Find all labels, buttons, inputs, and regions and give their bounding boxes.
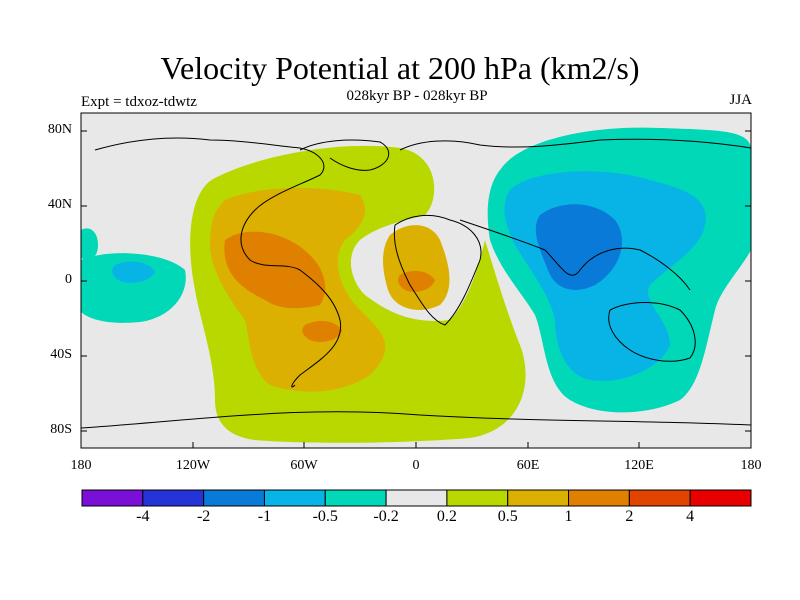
colorbar-swatch	[324, 489, 387, 507]
lon-tick-label: 180	[70, 458, 92, 473]
positive-contour-3c	[397, 270, 435, 292]
negative-contour-1c	[81, 253, 186, 323]
colorbar-swatch	[142, 489, 205, 507]
colorbar-label: -1	[257, 508, 272, 525]
negative-contour-2b	[112, 261, 155, 283]
colorbar-label: -4	[136, 508, 150, 525]
lat-tick-label: 40N	[47, 197, 72, 212]
colorbar-label: 4	[686, 508, 695, 525]
lon-tick-label: 120W	[175, 458, 211, 473]
colorbar-label: -0.2	[373, 508, 399, 525]
lat-tick-label: 40S	[50, 347, 72, 362]
colorbar-label: 0.2	[436, 508, 457, 525]
colorbar-swatch	[628, 489, 691, 507]
colorbar-label: 0.5	[497, 508, 518, 525]
experiment-label: Expt = tdxoz-tdwtz	[81, 94, 197, 110]
colorbar-label: -0.5	[312, 508, 338, 525]
positive-contour-3	[224, 231, 326, 309]
colorbar-swatch	[507, 489, 570, 507]
chart-title: Velocity Potential at 200 hPa (km2/s)	[160, 50, 640, 86]
negative-contour-1b	[81, 228, 98, 260]
colorbar-swatch	[689, 489, 752, 507]
lat-tick-label: 80S	[50, 422, 72, 437]
colorbar-label: -2	[196, 508, 211, 525]
positive-contour-3b	[302, 320, 342, 342]
colorbar-swatch	[263, 489, 326, 507]
positive-contour-2b	[383, 225, 450, 310]
negative-contour-3	[535, 204, 623, 290]
lon-tick-label: 60E	[516, 458, 540, 473]
lon-tick-label: 120E	[624, 458, 654, 473]
coastlines	[81, 137, 751, 429]
colorbar-swatch	[446, 489, 509, 507]
colorbar	[81, 489, 752, 507]
lon-tick-label: 180	[740, 458, 762, 473]
colorbar-swatch	[203, 489, 265, 507]
colorbar-swatch	[385, 489, 448, 507]
season-label: JJA	[729, 92, 752, 108]
colorbar-swatch	[81, 489, 144, 507]
lon-tick-label: 60W	[290, 458, 318, 473]
colorbar-swatch	[568, 489, 630, 507]
colorbar-label: 2	[625, 508, 634, 525]
contour-field	[81, 113, 751, 448]
lat-tick-label: 80N	[47, 122, 72, 137]
lon-tick-label: 0	[412, 458, 420, 473]
axis-ticks	[80, 130, 752, 448]
colorbar-label: 1	[564, 508, 573, 525]
lat-tick-label: 0	[65, 272, 72, 287]
chart-subtitle: 028kyr BP - 028kyr BP	[346, 88, 488, 104]
